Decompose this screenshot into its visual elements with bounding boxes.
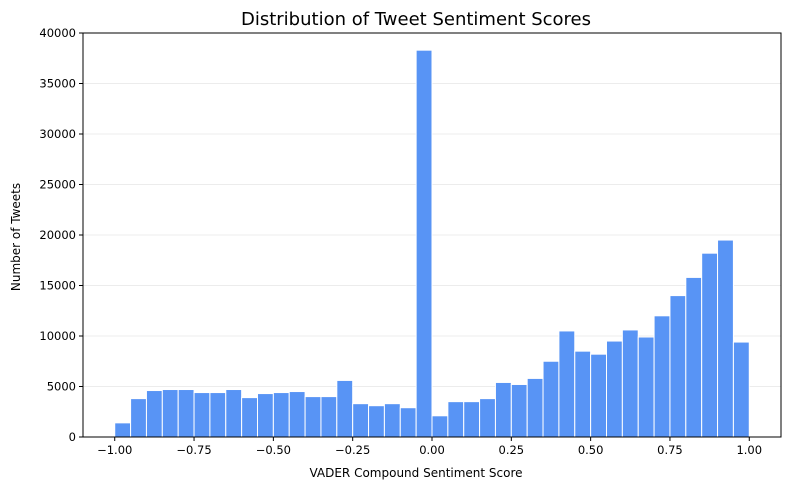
- histogram-bar: [732, 341, 750, 438]
- histogram-bar: [621, 329, 639, 438]
- x-axis-label: VADER Compound Sentiment Score: [309, 466, 522, 480]
- x-tick-label: −0.75: [176, 443, 211, 457]
- histogram-bar: [717, 239, 734, 438]
- histogram-bar: [701, 252, 719, 438]
- histogram-bar: [463, 401, 481, 438]
- histogram-bar: [209, 392, 227, 438]
- histogram-bar: [447, 401, 465, 438]
- histogram-bar: [637, 336, 655, 438]
- x-tick-label: 0.00: [419, 443, 445, 457]
- histogram-bar: [114, 422, 132, 438]
- x-tick-label: −1.00: [97, 443, 132, 457]
- x-tick-label: 1.00: [736, 443, 762, 457]
- histogram-bar: [653, 315, 671, 438]
- histogram-bar: [606, 340, 623, 438]
- histogram-bar: [526, 377, 544, 438]
- histogram-bar: [399, 407, 417, 438]
- histogram-bar: [161, 389, 179, 438]
- histogram-bar: [272, 392, 290, 438]
- x-tick-label: −0.50: [256, 443, 291, 457]
- histogram-bar: [431, 415, 449, 438]
- histogram-bar: [304, 396, 322, 438]
- histogram-bar: [479, 398, 496, 438]
- histogram-bar: [288, 391, 306, 438]
- histogram-bar: [494, 381, 512, 438]
- histogram-bar: [510, 383, 528, 438]
- y-tick-label: 20000: [39, 228, 76, 242]
- y-tick-label: 30000: [39, 127, 76, 141]
- histogram-bar: [336, 379, 354, 438]
- histogram-bar: [574, 350, 592, 438]
- histogram-bar: [669, 295, 687, 438]
- y-tick-label: 10000: [39, 329, 76, 343]
- histogram-bar: [368, 405, 385, 438]
- histogram-bar: [415, 49, 433, 438]
- histogram-bar: [257, 393, 274, 438]
- y-axis-ticks: 0 5000 10000 15000 20000 25000 30000 35000 40000: [39, 26, 83, 444]
- histogram-bar: [542, 360, 560, 438]
- y-tick-label: 15000: [39, 279, 76, 293]
- histogram-bar: [383, 403, 401, 438]
- histogram-bar: [685, 276, 703, 438]
- histogram-bar: [320, 396, 338, 438]
- histogram-bar: [145, 390, 163, 438]
- histogram-bar: [590, 353, 607, 438]
- histogram-bar: [241, 397, 259, 438]
- histogram-bar: [177, 389, 195, 438]
- x-tick-label: −0.25: [335, 443, 370, 457]
- bars: [114, 49, 750, 438]
- y-tick-label: 35000: [39, 77, 76, 91]
- y-axis-label: Number of Tweets: [9, 183, 23, 291]
- y-tick-label: 40000: [39, 26, 76, 40]
- histogram-bar: [225, 389, 243, 438]
- histogram-bar: [130, 398, 147, 438]
- y-tick-label: 25000: [39, 178, 76, 192]
- x-axis-ticks: −1.00 −0.75 −0.50 −0.25 0.00 0.25 0.50 0.75 1.00: [97, 437, 762, 457]
- x-tick-label: 0.75: [657, 443, 683, 457]
- histogram-bar: [558, 330, 576, 438]
- histogram-bar: [352, 403, 370, 438]
- histogram-bar: [193, 392, 211, 438]
- y-tick-label: 5000: [47, 380, 76, 394]
- chart-title: Distribution of Tweet Sentiment Scores: [241, 9, 591, 30]
- x-tick-label: 0.50: [578, 443, 604, 457]
- x-tick-label: 0.25: [499, 443, 525, 457]
- y-tick-label: 0: [69, 430, 76, 444]
